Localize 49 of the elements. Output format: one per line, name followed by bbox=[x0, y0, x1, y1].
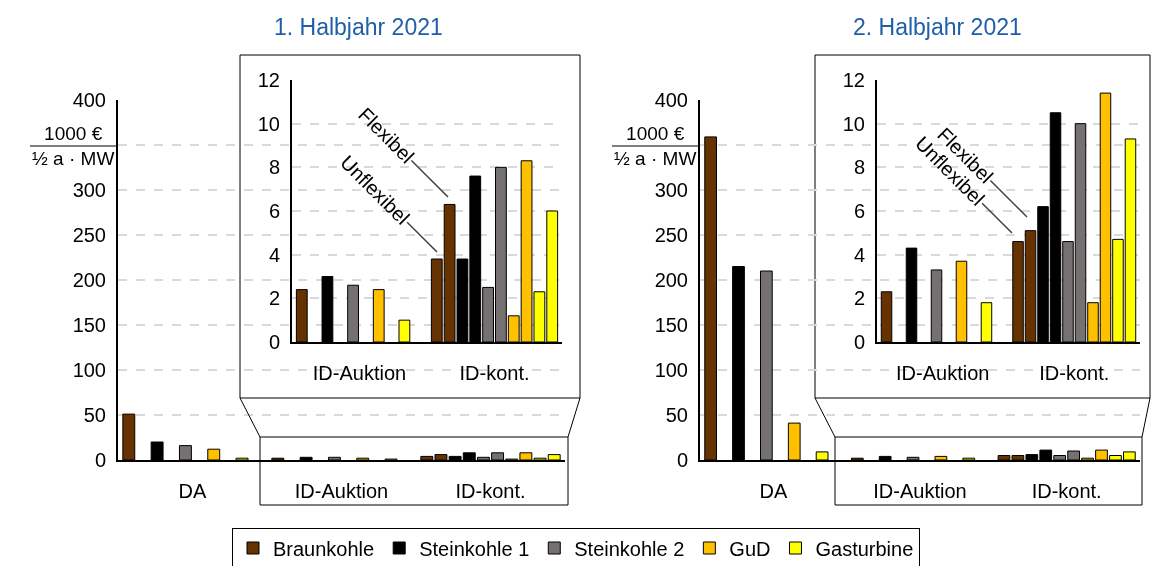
legend-label: GuD bbox=[729, 537, 771, 560]
y-tick-label: 250 bbox=[654, 224, 688, 246]
y-tick-label: 100 bbox=[654, 359, 688, 381]
x-tick-label: ID-kont. bbox=[1039, 362, 1110, 384]
y-tick-label: 10 bbox=[842, 112, 865, 135]
y-tick-label: 200 bbox=[654, 269, 688, 291]
x-tick-label: ID-kont. bbox=[459, 362, 530, 384]
x-tick-label: DA bbox=[759, 480, 788, 502]
y-tick-label: 8 bbox=[268, 156, 280, 179]
y-tick-label: 0 bbox=[268, 331, 280, 353]
legend-label: Gasturbine bbox=[815, 537, 914, 560]
y-tick-label: 4 bbox=[268, 243, 280, 266]
y-axis-title: 1000 € ½ a · MW bbox=[614, 123, 697, 169]
y-tick-label: 150 bbox=[72, 314, 106, 336]
y-tick-label: 300 bbox=[72, 179, 106, 201]
y-tick-label: 0 bbox=[676, 449, 688, 471]
y-tick-label: 0 bbox=[94, 449, 106, 471]
y-tick-label: 6 bbox=[268, 200, 280, 222]
y-tick-label: 50 bbox=[83, 404, 106, 426]
x-tick-label: ID-Auktion bbox=[294, 480, 389, 502]
y-tick-label: 0 bbox=[853, 331, 865, 353]
x-tick-label: DA bbox=[178, 480, 208, 502]
y-tick-label: 12 bbox=[257, 69, 280, 91]
y-axis-title: 1000 € ½ a · MW bbox=[32, 123, 115, 169]
legend-label: Braunkohle bbox=[273, 537, 375, 560]
y-tick-label: 400 bbox=[72, 89, 106, 111]
y-tick-label: 4 bbox=[853, 243, 865, 266]
y-tick-label: 10 bbox=[257, 112, 280, 135]
y-tick-label: 50 bbox=[665, 404, 688, 426]
x-tick-label: ID-kont. bbox=[455, 480, 526, 502]
y-tick-label: 100 bbox=[72, 359, 106, 381]
y-tick-label: 300 bbox=[654, 179, 688, 201]
y-tick-label: 6 bbox=[853, 200, 865, 222]
y-tick-label: 400 bbox=[654, 89, 688, 111]
x-tick-label: ID-kont. bbox=[1031, 480, 1102, 502]
x-tick-label: ID-Auktion bbox=[896, 362, 990, 384]
y-tick-label: 12 bbox=[842, 69, 865, 91]
chart-title: 2. Halbjahr 2021 bbox=[853, 14, 1022, 40]
y-tick-label: 150 bbox=[654, 314, 688, 336]
y-tick-label: 200 bbox=[72, 269, 106, 291]
legend-label: Steinkohle 1 bbox=[419, 537, 530, 560]
legend-label: Steinkohle 2 bbox=[574, 537, 685, 560]
y-tick-label: 8 bbox=[853, 156, 865, 179]
x-tick-label: ID-Auktion bbox=[873, 480, 967, 502]
y-tick-label: 250 bbox=[72, 224, 106, 246]
chart-title: 1. Halbjahr 2021 bbox=[274, 14, 443, 40]
y-tick-label: 2 bbox=[268, 287, 280, 310]
x-tick-label: ID-Auktion bbox=[312, 362, 407, 384]
y-tick-label: 2 bbox=[853, 287, 865, 310]
